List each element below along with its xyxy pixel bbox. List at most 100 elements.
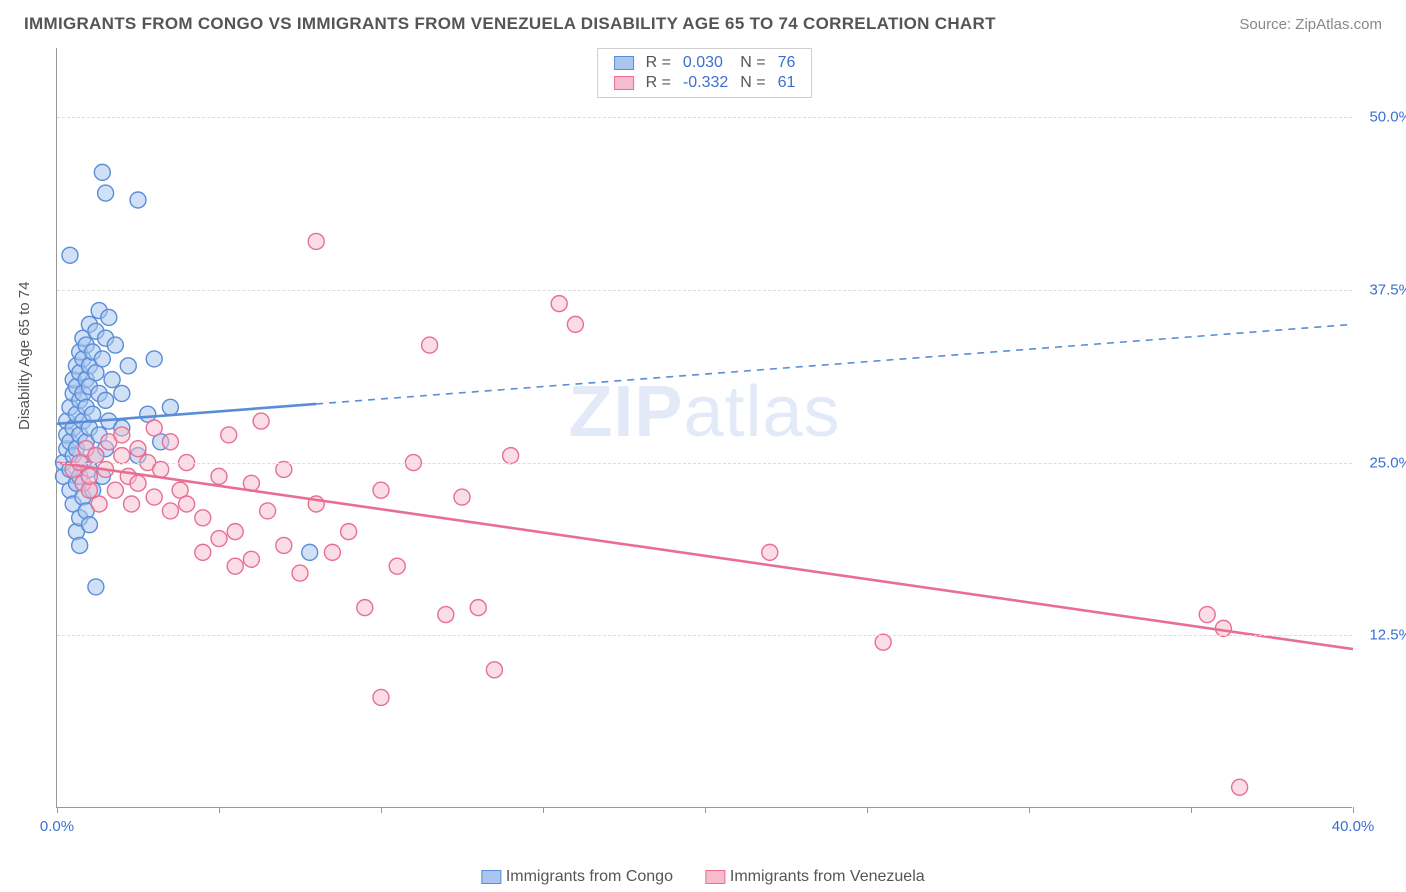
legend-series-name-1: Immigrants from Venezuela [730,868,925,885]
x-tick-mark [1191,807,1192,813]
y-tick-label: 12.5% [1357,627,1406,644]
scatter-point [130,441,146,457]
scatter-point [101,309,117,325]
scatter-point [114,448,130,464]
scatter-point [221,427,237,443]
scatter-point [276,461,292,477]
header-bar: IMMIGRANTS FROM CONGO VS IMMIGRANTS FROM… [0,0,1406,40]
legend-N-value-1: 61 [772,73,802,93]
scatter-point [762,544,778,560]
y-axis-label: Disability Age 65 to 74 [16,282,33,430]
scatter-point [153,461,169,477]
scatter-point [130,475,146,491]
scatter-point [422,337,438,353]
legend-N-value-0: 76 [772,53,802,73]
scatter-point [253,413,269,429]
y-tick-label: 25.0% [1357,454,1406,471]
x-tick-mark [1353,807,1354,813]
scatter-point [308,233,324,249]
scatter-point [88,448,104,464]
legend-R-value-1: -0.332 [677,73,734,93]
scatter-point [227,558,243,574]
scatter-point [243,551,259,567]
chart-title: IMMIGRANTS FROM CONGO VS IMMIGRANTS FROM… [24,14,996,34]
scatter-point [162,503,178,519]
scatter-point [98,392,114,408]
scatter-point [302,544,318,560]
scatter-point [1232,779,1248,795]
x-tick-mark [867,807,868,813]
scatter-point [438,607,454,623]
x-tick-mark [381,807,382,813]
scatter-point [162,434,178,450]
scatter-point [211,531,227,547]
plot-svg [57,48,1352,807]
legend-R-label-1: R = [640,73,677,93]
scatter-point [91,496,107,512]
scatter-point [94,351,110,367]
scatter-point [179,496,195,512]
source-name: ZipAtlas.com [1295,16,1382,33]
legend-item-1: Immigrants from Venezuela [705,868,924,886]
scatter-point [107,482,123,498]
x-tick-mark [219,807,220,813]
scatter-point [875,634,891,650]
legend-stats-table: R = 0.030 N = 76 R = -0.332 N = 61 [608,53,802,93]
scatter-point [88,579,104,595]
y-tick-label: 37.5% [1357,281,1406,298]
scatter-point [276,537,292,553]
x-tick-label: 0.0% [40,818,74,835]
x-tick-label: 40.0% [1332,818,1375,835]
x-tick-mark [1029,807,1030,813]
scatter-point [486,662,502,678]
scatter-point [373,482,389,498]
scatter-point [324,544,340,560]
gridline-h [57,290,1352,291]
scatter-point [120,358,136,374]
gridline-h [57,635,1352,636]
scatter-point [62,247,78,263]
legend-bottom-swatch-1 [705,870,725,884]
legend-N-label-1: N = [734,73,771,93]
x-tick-mark [543,807,544,813]
scatter-point [373,689,389,705]
legend-stats: R = 0.030 N = 76 R = -0.332 N = 61 [597,48,813,98]
x-tick-mark [57,807,58,813]
gridline-h [57,463,1352,464]
scatter-point [357,600,373,616]
scatter-point [146,489,162,505]
legend-series-name-0: Immigrants from Congo [506,868,673,885]
scatter-point [124,496,140,512]
scatter-point [292,565,308,581]
scatter-point [195,544,211,560]
scatter-point [389,558,405,574]
gridline-h [57,117,1352,118]
scatter-point [146,420,162,436]
scatter-point [1199,607,1215,623]
legend-stats-row-0: R = 0.030 N = 76 [608,53,802,73]
scatter-point [551,296,567,312]
scatter-point [567,316,583,332]
legend-N-label-0: N = [734,53,771,73]
scatter-point [195,510,211,526]
scatter-point [94,164,110,180]
scatter-point [260,503,276,519]
scatter-point [81,517,97,533]
source-prefix: Source: [1239,16,1295,33]
scatter-point [114,385,130,401]
y-tick-label: 50.0% [1357,109,1406,126]
scatter-point [341,524,357,540]
source-label: Source: ZipAtlas.com [1239,16,1382,33]
scatter-point [81,468,97,484]
scatter-point [104,372,120,388]
legend-item-0: Immigrants from Congo [481,868,673,886]
scatter-point [454,489,470,505]
trend-line-dashed [316,324,1353,404]
scatter-point [130,192,146,208]
legend-swatch-1 [614,76,634,90]
scatter-point [227,524,243,540]
scatter-point [114,427,130,443]
scatter-point [470,600,486,616]
scatter-point [146,351,162,367]
x-tick-mark [705,807,706,813]
